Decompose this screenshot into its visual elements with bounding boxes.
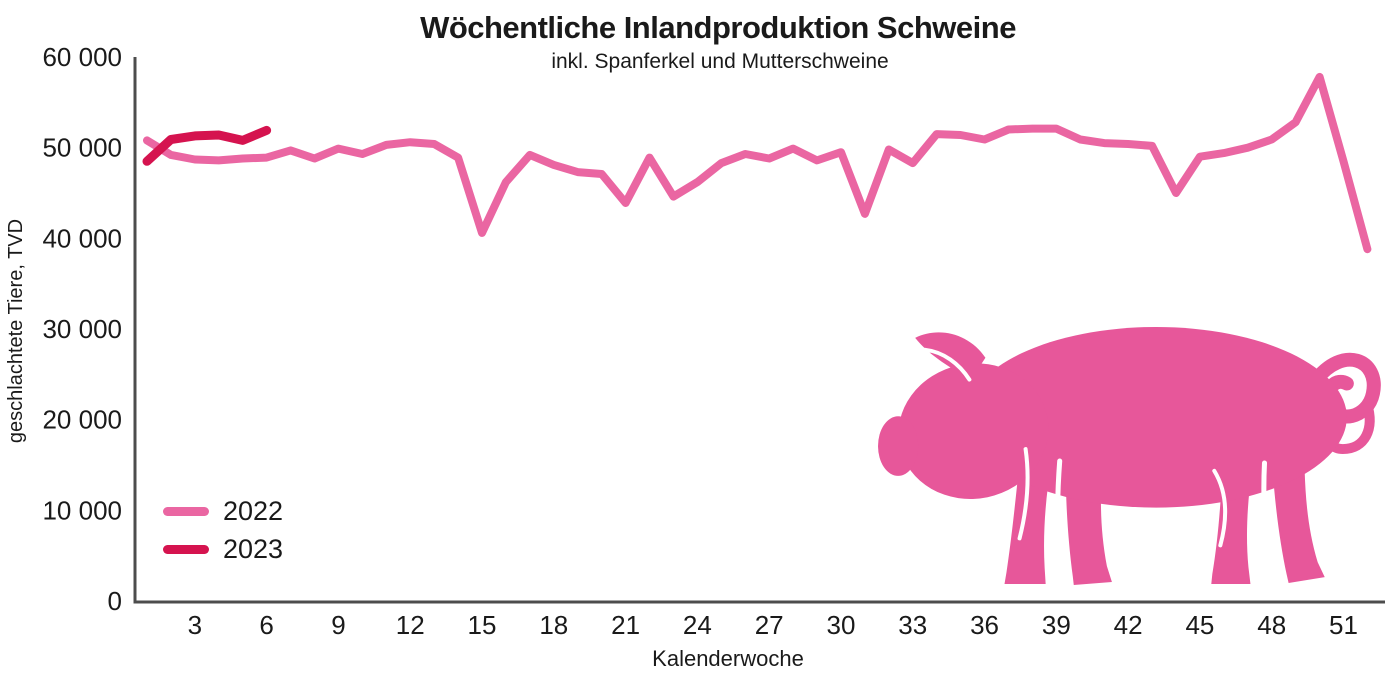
x-tick-label: 18: [539, 610, 568, 640]
x-tick-label: 12: [396, 610, 425, 640]
chart-title: Wöchentliche Inlandproduktion Schweine: [420, 10, 1016, 45]
pig-ear-line: [923, 347, 972, 382]
pig-ear: [915, 332, 986, 380]
x-tick-label: 15: [468, 610, 497, 640]
x-tick-label: 3: [188, 610, 202, 640]
pig-leg-separator: [1261, 460, 1275, 581]
x-tick-label: 36: [970, 610, 999, 640]
x-tick-label: 21: [611, 610, 640, 640]
x-axis-label: Kalenderwoche: [652, 646, 804, 671]
pig-leg-separator: [1055, 458, 1064, 583]
chart-subtitle: inkl. Spanferkel und Mutterschweine: [551, 50, 889, 73]
axes: [133, 57, 1385, 604]
y-tick-label: 50 000: [42, 133, 122, 163]
legend-item-2023: 2023: [163, 530, 283, 568]
pig-front-leg: [1004, 460, 1051, 585]
y-tick-label: 0: [108, 586, 122, 616]
y-tick-label: 20 000: [42, 405, 122, 435]
x-tick-label: 30: [827, 610, 856, 640]
pig-shoulder-line: [1017, 447, 1030, 541]
x-tick-label: 27: [755, 610, 784, 640]
y-axis-label: geschlachtete Tiere, TVD: [5, 218, 27, 444]
series-2022-line: [143, 72, 1372, 254]
legend-item-2022: 2022: [163, 492, 283, 530]
x-tick-label: 45: [1185, 610, 1214, 640]
legend-label-2023: 2023: [223, 533, 284, 564]
x-tick-label: 42: [1114, 610, 1143, 640]
pig-head: [898, 363, 1049, 499]
legend-label-2022: 2022: [223, 495, 284, 526]
pig-silhouette-icon: [878, 326, 1381, 586]
x-tick-label: 48: [1257, 610, 1286, 640]
legend-swatch-2023: [163, 544, 209, 554]
legend: 2022 2023: [163, 492, 283, 568]
pig-haunch-line: [1212, 468, 1228, 548]
y-tick-label: 30 000: [42, 314, 122, 344]
x-tick-label: 39: [1042, 610, 1071, 640]
x-tick-label: 51: [1329, 610, 1358, 640]
y-tick-label: 10 000: [42, 495, 122, 525]
pig-snout: [878, 416, 919, 476]
y-tick-label: 60 000: [42, 42, 122, 72]
series-2023-line: [142, 125, 272, 166]
x-tick-label: 33: [898, 610, 927, 640]
x-tick-label: 9: [331, 610, 345, 640]
y-tick-label: 40 000: [42, 223, 122, 253]
pig-rear-leg: [1272, 468, 1325, 584]
x-tick-label: 24: [683, 610, 712, 640]
legend-swatch-2022: [163, 506, 209, 516]
x-tick-label: 6: [259, 610, 273, 640]
